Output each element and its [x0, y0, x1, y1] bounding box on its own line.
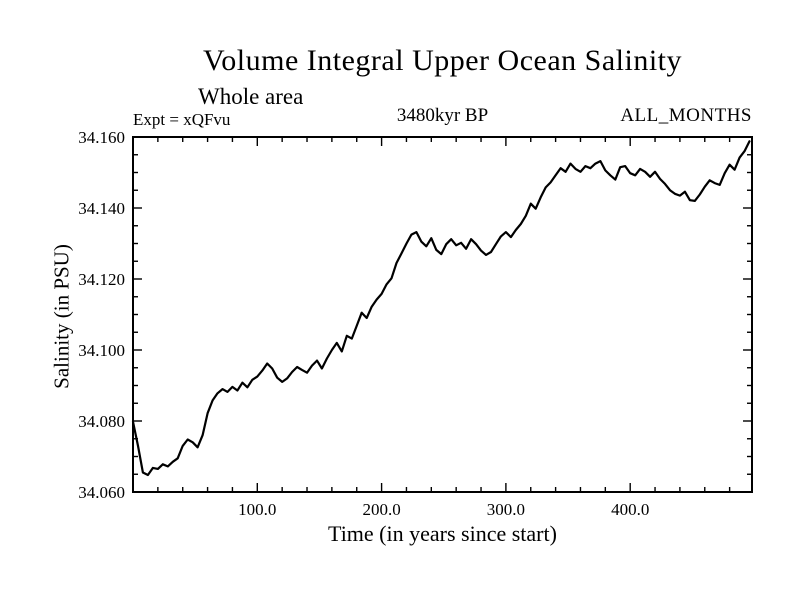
experiment-label: Expt = xQFvu [133, 110, 231, 129]
months-label: ALL_MONTHS [620, 105, 752, 126]
y-tick-label: 34.060 [78, 483, 125, 502]
chart-title: Volume Integral Upper Ocean Salinity [203, 44, 682, 77]
salinity-series-line [131, 140, 751, 477]
chart-subtitle: Whole area [198, 84, 304, 109]
y-axis-title: Salinity (in PSU) [49, 244, 74, 389]
x-tick-label: 200.0 [362, 500, 400, 519]
y-tick-label: 34.160 [78, 128, 125, 147]
plot-frame [132, 136, 753, 493]
x-axis-title: Time (in years since start) [328, 521, 557, 546]
x-tick-label: 100.0 [238, 500, 276, 519]
time-period-label: 3480kyr BP [396, 105, 489, 126]
x-tick-label: 400.0 [611, 500, 649, 519]
y-tick-label: 34.080 [78, 412, 125, 431]
x-tick-label: 300.0 [487, 500, 525, 519]
y-tick-label: 34.140 [78, 199, 125, 218]
y-tick-label: 34.120 [78, 270, 125, 289]
y-tick-label: 34.100 [78, 341, 125, 360]
